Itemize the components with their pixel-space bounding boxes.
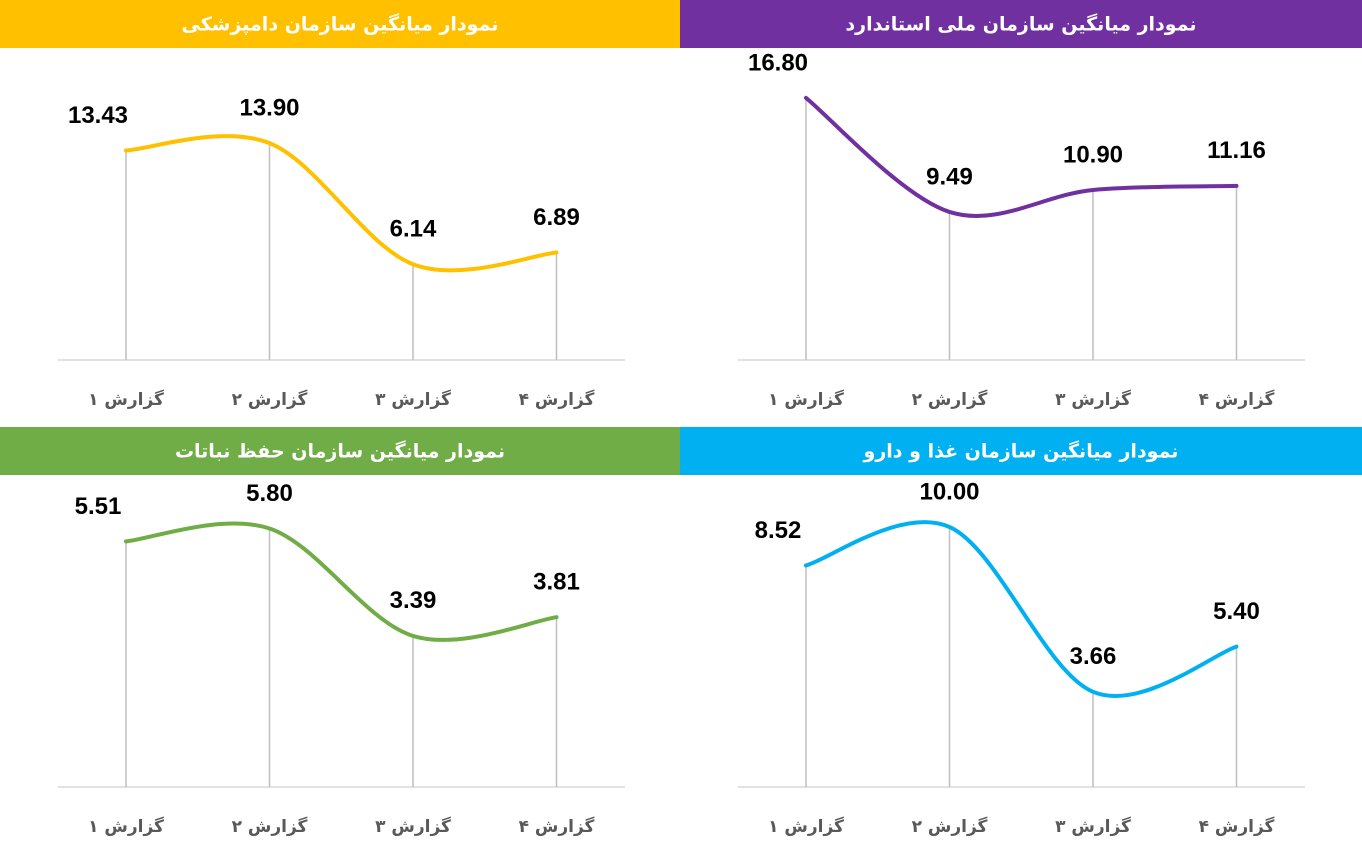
x-tick-label: گزارش ۲ (912, 816, 988, 837)
data-label: 6.14 (390, 216, 437, 243)
data-label: 6.89 (533, 204, 580, 231)
title-bar (680, 0, 1362, 48)
x-tick-label: گزارش ۳ (375, 389, 451, 410)
series-line (804, 520, 1239, 698)
x-tick-label: گزارش ۳ (1055, 389, 1131, 410)
x-tick-label: گزارش ۳ (1055, 816, 1131, 837)
data-label: 13.43 (68, 102, 128, 129)
data-label: 8.52 (755, 517, 802, 544)
x-tick-label: گزارش ۲ (232, 389, 308, 410)
data-label: 5.40 (1213, 598, 1260, 625)
x-tick-label: گزارش ۴ (519, 389, 595, 410)
data-label: 10.90 (1063, 141, 1123, 168)
data-label: 3.81 (533, 569, 580, 596)
data-label: 11.16 (1207, 137, 1266, 164)
x-tick-label: گزارش ۱ (88, 816, 164, 837)
x-tick-label: گزارش ۱ (768, 816, 844, 837)
x-tick-label: گزارش ۲ (232, 816, 308, 837)
data-label: 13.90 (239, 95, 299, 122)
chart-title: نمودار میانگین سازمان ملی استاندارد (845, 13, 1196, 36)
chart-title: نمودار میانگین سازمان حفظ نباتات (175, 440, 505, 463)
chart-title: نمودار میانگین سازمان دامپزشکی (182, 13, 499, 36)
chart-title: نمودار میانگین سازمان غذا و دارو (863, 440, 1179, 463)
data-label: 3.39 (390, 587, 437, 614)
data-label: 5.80 (246, 480, 293, 507)
data-label: 16.80 (748, 49, 808, 76)
x-tick-label: گزارش ۴ (1199, 389, 1275, 410)
x-tick-label: گزارش ۱ (88, 389, 164, 410)
series-line (804, 95, 1239, 218)
series-line (124, 521, 559, 642)
data-label: 9.49 (926, 163, 973, 190)
x-tick-label: گزارش ۴ (519, 816, 595, 837)
x-tick-label: گزارش ۴ (1199, 816, 1275, 837)
x-tick-label: گزارش ۳ (375, 816, 451, 837)
data-label: 5.51 (75, 493, 122, 520)
data-label: 10.00 (919, 478, 979, 505)
title-bar (680, 427, 1362, 475)
title-bar (0, 427, 680, 475)
x-tick-label: گزارش ۲ (912, 389, 988, 410)
series-line (124, 134, 559, 273)
x-tick-label: گزارش ۱ (768, 389, 844, 410)
data-label: 3.66 (1070, 643, 1117, 670)
title-bar (0, 0, 680, 48)
